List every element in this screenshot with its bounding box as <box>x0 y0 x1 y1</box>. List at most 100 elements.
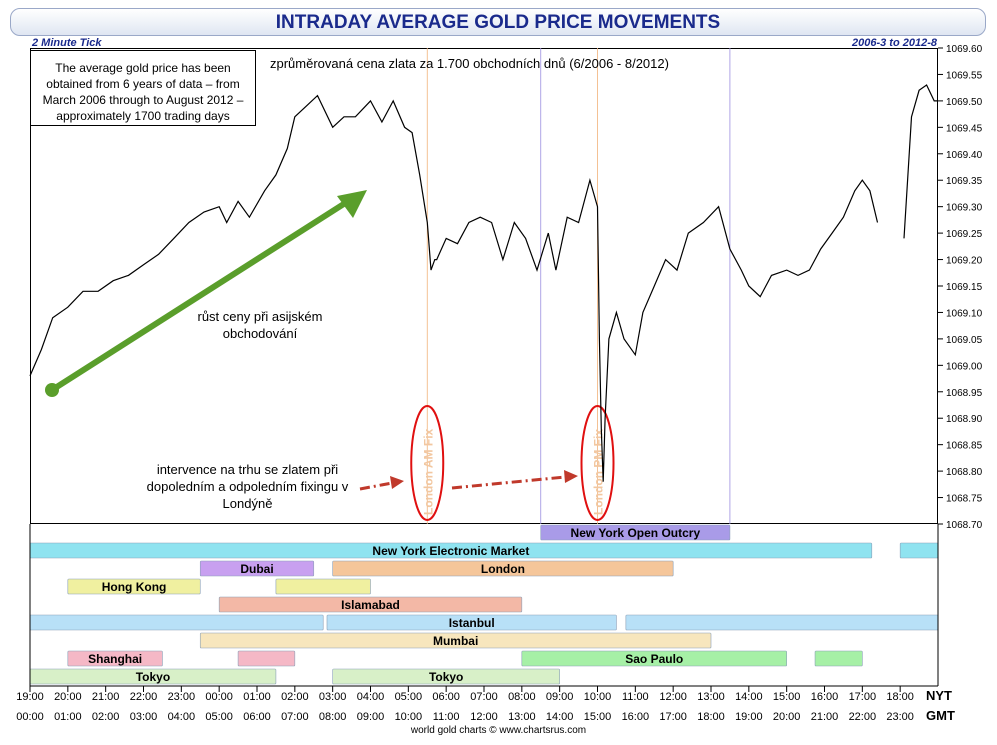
y-tick-label: 1068.85 <box>946 441 983 452</box>
tick-label: 2 Minute Tick <box>32 37 102 49</box>
x-tick-label-gmt: 17:00 <box>659 711 687 723</box>
x-tick-label-nyt: 20:00 <box>54 691 82 703</box>
x-tick-label-gmt: 10:00 <box>395 711 423 723</box>
y-tick-label: 1068.95 <box>946 388 983 399</box>
market-bar <box>625 614 939 631</box>
x-tick-label-gmt: 05:00 <box>205 711 233 723</box>
x-tick-label-nyt: 13:00 <box>697 691 725 703</box>
market-bar-label: Tokyo <box>429 670 463 684</box>
annotation-arrows <box>45 190 578 491</box>
x-tick-label-nyt: 08:00 <box>508 691 536 703</box>
market-bar-label: New York Open Outcry <box>571 526 701 540</box>
x-tick-label-nyt: 21:00 <box>92 691 120 703</box>
intervention-arrow-am <box>359 481 393 491</box>
y-tick-label: 1069.60 <box>946 44 983 55</box>
market-bar-label: Tokyo <box>136 670 170 684</box>
x-tick-label-nyt: 22:00 <box>130 691 158 703</box>
y-tick-label: 1068.90 <box>946 414 983 425</box>
x-tick-label-gmt: 07:00 <box>281 711 309 723</box>
x-tick-label-nyt: 10:00 <box>584 691 612 703</box>
y-tick-label: 1069.35 <box>946 176 983 187</box>
market-bar <box>237 650 296 667</box>
x-tick-label-gmt: 15:00 <box>584 711 612 723</box>
y-tick-label: 1068.80 <box>946 467 983 478</box>
market-bar <box>899 542 939 559</box>
annotation-growth: růst ceny při asijském obchodování <box>197 309 323 341</box>
x-tick-label-nyt: 09:00 <box>546 691 574 703</box>
x-tick-label-gmt: 23:00 <box>886 711 914 723</box>
chart-title: INTRADAY AVERAGE GOLD PRICE MOVEMENTS <box>275 12 721 33</box>
growth-arrowhead <box>337 190 367 218</box>
x-tick-label-gmt: 00:00 <box>16 711 44 723</box>
fix-ellipse <box>410 405 445 521</box>
x-tick-label-gmt: 12:00 <box>470 711 498 723</box>
axis-tag-gmt: GMT <box>926 708 955 723</box>
fix-ellipse <box>580 405 615 521</box>
market-bar <box>67 650 163 667</box>
growth-arrow <box>49 197 353 393</box>
market-bars: New York Open Outcry New York Electronic … <box>29 524 939 687</box>
x-tick-label-gmt: 04:00 <box>168 711 196 723</box>
x-tick-label-nyt: 01:00 <box>243 691 271 703</box>
y-tick-label: 1069.10 <box>946 308 983 319</box>
market-bar-label: New York Electronic Market <box>372 544 529 558</box>
market-bar <box>326 614 617 631</box>
x-tick-label-gmt: 03:00 <box>130 711 158 723</box>
x-tick-label-nyt: 03:00 <box>319 691 347 703</box>
y-tick-label: 1068.70 <box>946 520 983 531</box>
x-tick-label-gmt: 20:00 <box>773 711 801 723</box>
x-tick-label-nyt: 15:00 <box>773 691 801 703</box>
market-bar-label: Islamabad <box>341 598 400 612</box>
x-tick-label-gmt: 02:00 <box>92 711 120 723</box>
x-tick-label-gmt: 14:00 <box>546 711 574 723</box>
y-tick-label: 1068.75 <box>946 494 983 505</box>
market-bar <box>199 632 712 649</box>
date-range-label: 2006-3 to 2012-8 <box>852 37 937 49</box>
market-bar <box>332 560 674 577</box>
growth-arrow-dot <box>45 383 59 397</box>
market-bar-label: Mumbai <box>433 634 478 648</box>
price-series <box>29 84 938 482</box>
x-tick-label-nyt: 05:00 <box>395 691 423 703</box>
market-bar <box>199 560 315 577</box>
x-tick-label-nyt: 14:00 <box>735 691 763 703</box>
annotation-top: zprůměrovaná cena zlata za 1.700 obchodn… <box>270 56 669 71</box>
x-tick-label-gmt: 11:00 <box>433 711 460 723</box>
x-tick-label-nyt: 11:00 <box>622 691 649 703</box>
market-bar <box>540 524 731 541</box>
y-tick-label: 1069.55 <box>946 70 983 81</box>
annotation-intervention: intervence na trhu se zlatem při dopoled… <box>146 462 349 511</box>
y-tick-label: 1069.25 <box>946 229 983 240</box>
vertical-markers: London AM Fix London PM Fix <box>410 48 731 524</box>
x-tick-label-nyt: 23:00 <box>168 691 196 703</box>
intervention-arrowhead-pm <box>564 470 578 483</box>
x-tick-label-gmt: 09:00 <box>357 711 385 723</box>
market-bar <box>67 578 201 595</box>
market-bar-label: London <box>481 562 525 576</box>
x-tick-label-gmt: 08:00 <box>319 711 347 723</box>
y-tick-label: 1069.45 <box>946 123 983 134</box>
y-tick-label: 1069.00 <box>946 361 983 372</box>
x-tick-label-gmt: 22:00 <box>849 711 877 723</box>
x-tick-label-gmt: 06:00 <box>243 711 271 723</box>
market-bar <box>275 578 371 595</box>
market-bar-label: Sao Paulo <box>625 652 683 666</box>
x-tick-label-gmt: 18:00 <box>697 711 725 723</box>
market-bar <box>29 614 324 631</box>
x-tick-label-gmt: 16:00 <box>622 711 650 723</box>
market-bar <box>521 650 787 667</box>
x-tick-label-gmt: 19:00 <box>735 711 763 723</box>
x-tick-label-nyt: 06:00 <box>432 691 460 703</box>
y-tick-label: 1069.40 <box>946 150 983 161</box>
x-tick-label-gmt: 01:00 <box>54 711 82 723</box>
market-bar-label: Hong Kong <box>102 580 167 594</box>
y-tick-label: 1069.20 <box>946 256 983 267</box>
intervention-arrowhead-am <box>390 476 404 489</box>
fix-label: London AM Fix <box>421 428 435 515</box>
x-tick-label-nyt: 19:00 <box>16 691 44 703</box>
x-tick-label-gmt: 21:00 <box>811 711 839 723</box>
title-bar: INTRADAY AVERAGE GOLD PRICE MOVEMENTS <box>10 8 986 36</box>
x-tick-label-nyt: 12:00 <box>659 691 687 703</box>
